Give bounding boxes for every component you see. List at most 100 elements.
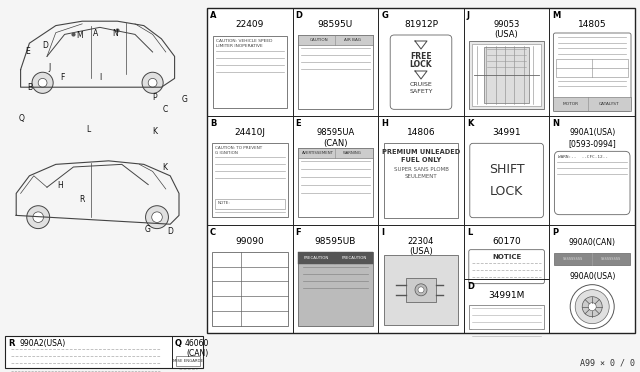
Bar: [472, 44, 541, 106]
FancyBboxPatch shape: [390, 35, 452, 109]
Text: SSSSSSSSS: SSSSSSSSS: [563, 257, 584, 261]
Text: 990A0(USA): 990A0(USA): [569, 272, 616, 280]
Text: CAUTION: CAUTION: [310, 38, 328, 42]
Bar: [556, 59, 628, 77]
Bar: [384, 143, 458, 218]
Text: J: J: [49, 62, 51, 71]
Text: I: I: [381, 228, 384, 237]
Text: H: H: [381, 119, 388, 128]
Bar: [212, 252, 287, 326]
Text: 81912P: 81912P: [404, 20, 438, 29]
Text: 98595UB: 98595UB: [315, 237, 356, 246]
Text: NOTICE: NOTICE: [492, 254, 521, 260]
Text: N: N: [552, 119, 559, 128]
Text: 34991: 34991: [492, 128, 521, 137]
Text: 99090: 99090: [236, 237, 264, 246]
Text: K: K: [467, 119, 473, 128]
Text: K: K: [152, 128, 157, 137]
Bar: [207, 8, 635, 333]
Text: 990A2(USA): 990A2(USA): [20, 339, 67, 348]
Text: P: P: [552, 228, 559, 237]
Circle shape: [575, 290, 609, 324]
Text: CRUISE: CRUISE: [410, 82, 433, 87]
Text: K: K: [163, 163, 168, 171]
Circle shape: [148, 78, 157, 87]
Text: FREE: FREE: [410, 52, 432, 61]
Text: LOCK: LOCK: [410, 60, 432, 69]
Circle shape: [33, 212, 44, 222]
Circle shape: [32, 72, 53, 93]
Text: PRECAUTION: PRECAUTION: [304, 256, 329, 260]
Bar: [554, 97, 631, 111]
Text: 60170: 60170: [492, 237, 521, 246]
Text: 990A1(USA)
[0593-0994]: 990A1(USA) [0593-0994]: [568, 128, 616, 148]
Bar: [213, 36, 287, 108]
Text: CAUTION: VEHICLE SPEED: CAUTION: VEHICLE SPEED: [216, 39, 273, 43]
Text: G: G: [145, 225, 151, 234]
Text: MOTOR: MOTOR: [563, 102, 579, 106]
Circle shape: [415, 284, 427, 296]
Text: NOTE:: NOTE:: [218, 201, 231, 205]
Text: WARNING: WARNING: [343, 151, 362, 155]
Text: 98595UA
(CAN): 98595UA (CAN): [316, 128, 355, 148]
Text: Q: Q: [19, 113, 25, 122]
Bar: [484, 47, 529, 103]
Text: H: H: [57, 180, 63, 189]
Circle shape: [418, 287, 424, 293]
FancyBboxPatch shape: [468, 250, 545, 284]
Text: M: M: [77, 31, 83, 39]
Bar: [212, 143, 287, 217]
Text: SUPER SANS PLOMB: SUPER SANS PLOMB: [394, 167, 449, 172]
Text: F: F: [60, 74, 64, 83]
Text: SSSSSSSSS: SSSSSSSSS: [601, 257, 621, 261]
FancyBboxPatch shape: [554, 33, 631, 111]
Bar: [468, 305, 545, 329]
Text: C: C: [210, 228, 216, 237]
Bar: [335, 252, 373, 264]
Text: SEULEMENT: SEULEMENT: [404, 174, 437, 179]
Text: A: A: [210, 11, 216, 20]
Text: 14805: 14805: [578, 20, 607, 29]
Text: CATALYST: CATALYST: [599, 102, 620, 106]
Text: PREMIUM UNLEADED: PREMIUM UNLEADED: [382, 149, 460, 155]
Text: MISE ENGARDE: MISE ENGARDE: [173, 359, 203, 363]
Circle shape: [145, 206, 168, 229]
Bar: [554, 253, 630, 264]
Text: M: M: [552, 11, 561, 20]
FancyBboxPatch shape: [554, 151, 630, 215]
Circle shape: [27, 206, 50, 229]
Bar: [5, 336, 203, 368]
Text: D: D: [167, 228, 173, 237]
Text: G IGNITION: G IGNITION: [215, 151, 238, 155]
Circle shape: [570, 285, 614, 329]
Text: I: I: [99, 74, 101, 83]
Text: B: B: [210, 119, 216, 128]
Text: 98595U: 98595U: [318, 20, 353, 29]
Text: L: L: [86, 125, 90, 135]
Text: J: J: [467, 11, 470, 20]
Circle shape: [588, 303, 596, 311]
Text: 990A0(CAN): 990A0(CAN): [569, 238, 616, 247]
Text: L: L: [467, 228, 472, 237]
Bar: [298, 148, 373, 158]
Text: WARN:--  --CFC-12--: WARN:-- --CFC-12--: [558, 155, 608, 159]
Bar: [176, 356, 200, 366]
Bar: [406, 278, 436, 302]
Text: D: D: [296, 11, 303, 20]
Bar: [298, 252, 335, 264]
Text: G: G: [182, 96, 188, 105]
Text: 22304
(USA): 22304 (USA): [408, 237, 434, 256]
Bar: [298, 148, 373, 217]
Text: FUEL ONLY: FUEL ONLY: [401, 157, 441, 163]
Bar: [298, 35, 373, 45]
Text: CAUTION: TO PREVENT: CAUTION: TO PREVENT: [215, 146, 262, 150]
Text: SHIFT: SHIFT: [489, 163, 524, 176]
Text: 22409: 22409: [236, 20, 264, 29]
Bar: [298, 252, 373, 326]
Text: N: N: [112, 29, 118, 38]
Circle shape: [142, 72, 163, 93]
FancyBboxPatch shape: [470, 143, 543, 218]
Text: AVERTISSEMENT: AVERTISSEMENT: [302, 151, 334, 155]
Text: LOCK: LOCK: [490, 185, 524, 198]
Text: G: G: [381, 11, 388, 20]
